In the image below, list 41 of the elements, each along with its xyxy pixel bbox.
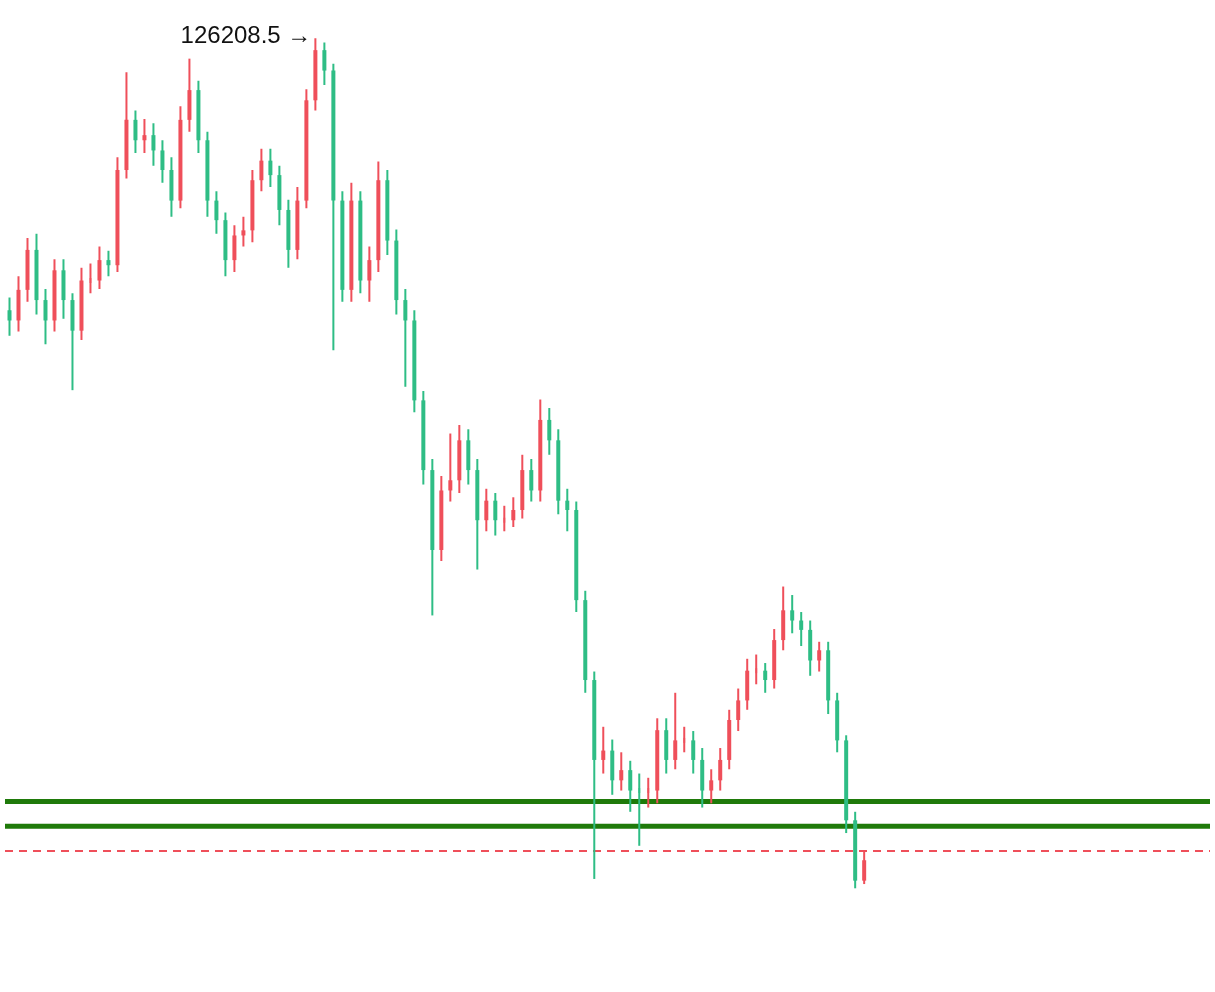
candlestick (683, 725, 686, 754)
candlestick (493, 492, 498, 537)
candlestick (7, 296, 12, 337)
candlestick (547, 407, 552, 456)
candlestick (647, 776, 650, 809)
candlestick (529, 458, 534, 503)
candlestick (511, 496, 516, 529)
candlestick (673, 691, 678, 771)
candlestick (628, 759, 633, 813)
candlestick (106, 249, 111, 278)
candlestick (322, 41, 327, 86)
candlestick (638, 772, 641, 847)
candlestick (503, 504, 506, 533)
candlestick (142, 118, 147, 155)
candlestick (718, 747, 723, 792)
annotation: 126208.5 → (180, 21, 312, 49)
candlestick (241, 215, 246, 248)
candlestick (43, 288, 48, 346)
candlestick (214, 190, 219, 235)
candlestick (484, 487, 489, 533)
candlestick (89, 262, 92, 295)
candlestick (448, 432, 453, 503)
candlestick (619, 751, 624, 792)
candlestick (790, 594, 795, 635)
candlestick (268, 147, 273, 189)
candlestick (799, 611, 804, 648)
candlestick (160, 139, 165, 184)
candlestick (151, 122, 156, 167)
candlestick (601, 725, 606, 775)
candlestick (691, 730, 696, 775)
candlestick (763, 662, 768, 694)
candlestick (133, 109, 138, 155)
candlestick (736, 687, 741, 733)
candlestick (367, 245, 372, 303)
candlestick (817, 640, 822, 673)
candlestick (755, 653, 758, 686)
candlestick (403, 288, 408, 388)
candlestick (709, 768, 714, 805)
candlestick (97, 245, 102, 291)
candlestick (565, 487, 570, 533)
candlestick (259, 147, 264, 193)
